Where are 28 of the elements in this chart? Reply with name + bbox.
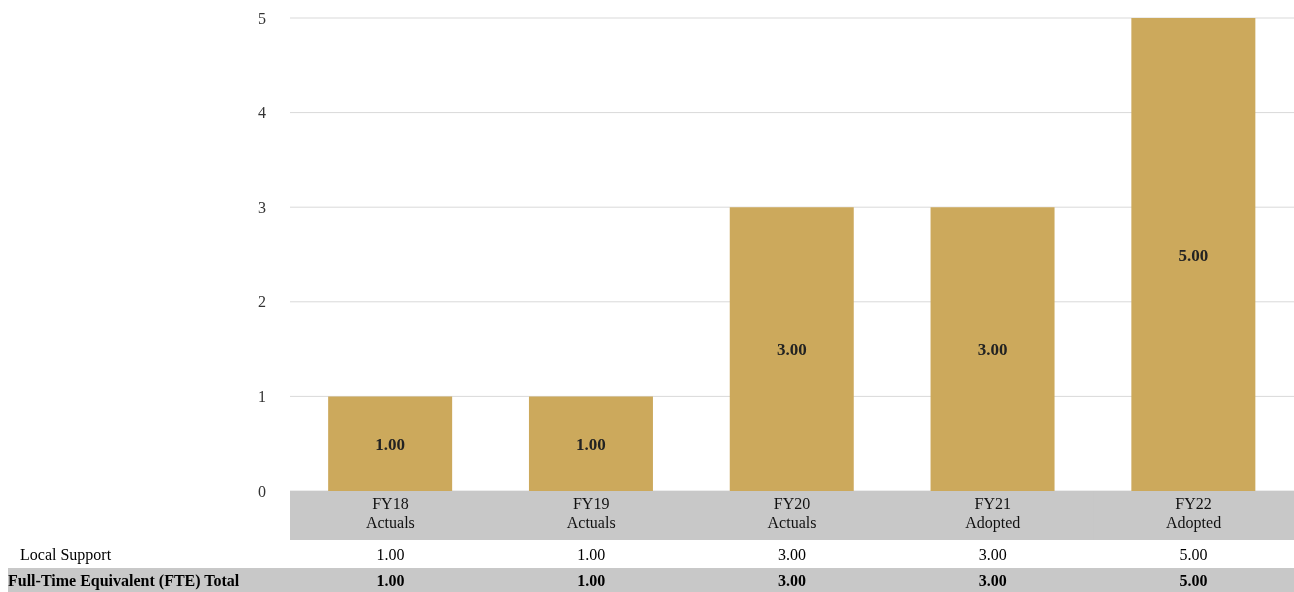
- y-tick-label: 3: [258, 198, 266, 216]
- x-tick-label: FY22 Adopted: [1166, 495, 1222, 532]
- text: 3.00: [978, 572, 1007, 589]
- total-label: 1.00: [576, 434, 606, 454]
- text: 1.00: [376, 572, 405, 589]
- total-label: 5.00: [1178, 245, 1209, 265]
- x-tick-label: FY19 Actuals: [566, 495, 616, 531]
- text: Full-Time Equivalent (FTE) Total: [8, 572, 240, 590]
- text: 5.00: [1179, 572, 1208, 589]
- data-label: 3.00: [777, 546, 807, 564]
- y-tick-label: 4: [258, 104, 266, 122]
- total-label: 3.00: [776, 340, 807, 360]
- data-label: 5.00: [1178, 546, 1209, 564]
- x-tick-label: FY20 Actuals: [767, 495, 817, 531]
- y-tick-label: 2: [258, 293, 266, 311]
- data-label: 1.00: [375, 546, 406, 564]
- y-tick-label: 0: [258, 482, 266, 500]
- y-tick-label: 1: [258, 388, 266, 406]
- x-tick-label: FY21 Adopted: [965, 495, 1021, 532]
- y-tick-label: 5: [258, 9, 266, 27]
- x-tick-label: FY18 Actuals: [365, 495, 415, 531]
- data-label: 1.00: [576, 546, 607, 564]
- data-label: 3.00: [977, 546, 1008, 564]
- text: Local Support: [20, 546, 112, 564]
- text: 1.00: [577, 572, 606, 589]
- text: 3.00: [778, 572, 806, 589]
- total-label: 3.00: [977, 340, 1008, 360]
- total-label: 1.00: [375, 434, 406, 454]
